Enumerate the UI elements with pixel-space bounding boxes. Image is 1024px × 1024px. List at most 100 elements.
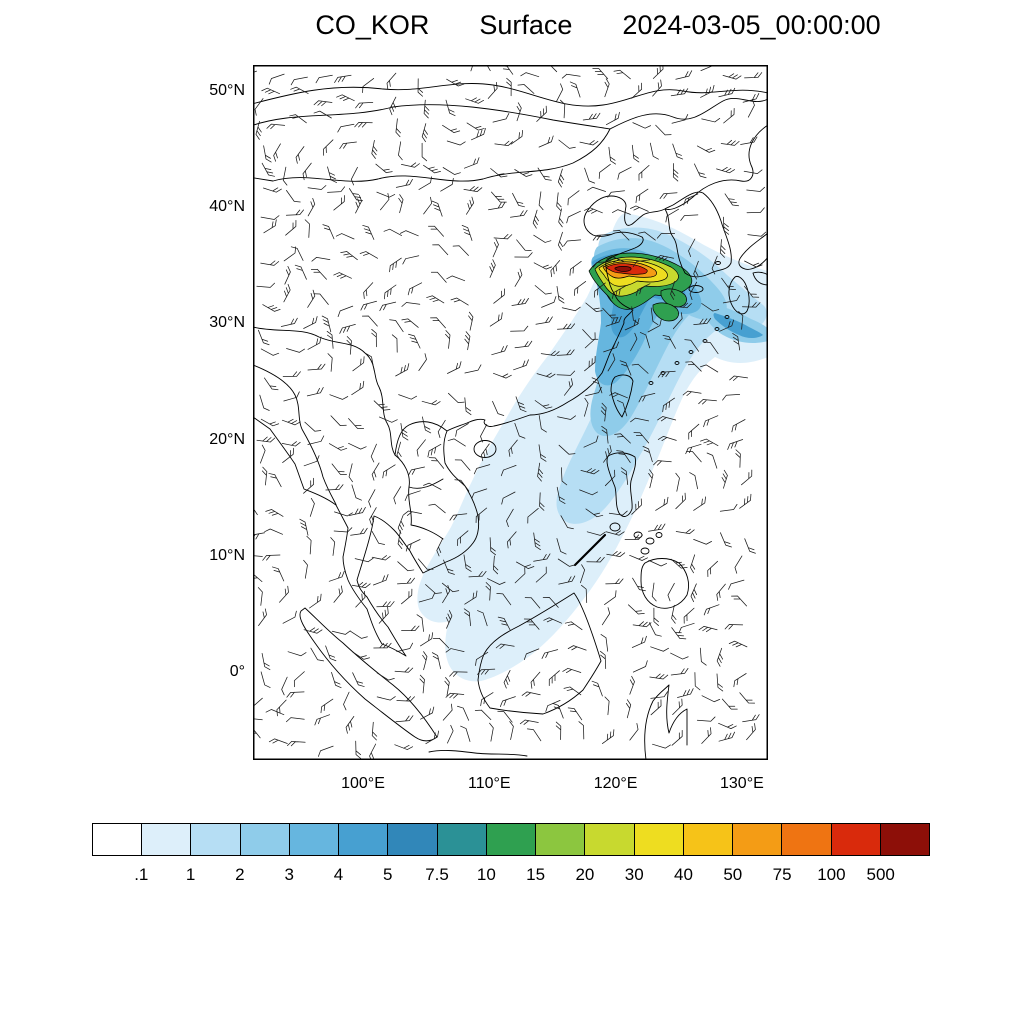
wind-barb	[477, 668, 496, 675]
wind-barb	[310, 647, 324, 662]
wind-barb	[566, 210, 581, 224]
wind-barb	[423, 99, 430, 119]
wind-barb	[282, 371, 301, 377]
wind-barb	[258, 329, 270, 346]
coastline-borneo	[477, 592, 602, 715]
wind-barb	[675, 492, 686, 510]
wind-barb	[535, 566, 547, 583]
wind-barb	[703, 604, 720, 616]
wind-barb	[401, 588, 413, 605]
wind-barb	[673, 302, 692, 309]
wind-barb	[662, 397, 675, 413]
wind-barb	[468, 311, 474, 331]
wind-barb	[473, 464, 491, 475]
wind-barb	[558, 208, 564, 228]
wind-barb	[371, 721, 378, 741]
wind-barb	[592, 261, 611, 268]
coastline-taiwan	[610, 374, 634, 418]
wind-barb	[348, 442, 367, 450]
wind-barb	[690, 583, 698, 603]
colorbar-tick-label: 500	[866, 865, 895, 884]
wind-barb	[721, 277, 736, 291]
wind-barb	[524, 597, 541, 609]
wind-barb	[573, 281, 587, 296]
wind-barb	[558, 575, 576, 585]
wind-barb	[561, 467, 568, 486]
wind-barb	[516, 239, 532, 251]
wind-barb	[523, 648, 540, 660]
wind-barb	[606, 551, 626, 557]
wind-barb	[447, 724, 454, 744]
wind-barb	[535, 316, 553, 325]
wind-barb	[538, 191, 544, 211]
wind-barb	[457, 530, 469, 546]
wind-barb	[584, 207, 603, 214]
wind-barb	[491, 345, 508, 356]
wind-barb	[423, 196, 433, 215]
wind-barb	[382, 464, 396, 479]
wind-barb	[492, 400, 505, 416]
island-ryukyu-6	[714, 327, 720, 331]
wind-barb	[567, 707, 583, 721]
wind-barb	[556, 83, 564, 102]
wind-barb	[378, 606, 389, 624]
wind-barb	[371, 328, 377, 348]
border-mongolia	[253, 104, 611, 182]
wind-barb	[395, 363, 410, 377]
wind-barb	[724, 624, 744, 630]
wind-barb	[371, 531, 385, 545]
wind-barb	[659, 192, 678, 200]
wind-barb	[506, 508, 514, 527]
wind-barb	[584, 167, 596, 184]
wind-barb	[333, 585, 343, 603]
wind-barb	[734, 555, 743, 574]
wind-barb	[652, 79, 662, 97]
wind-barb	[686, 451, 702, 463]
title-level: Surface	[479, 10, 573, 40]
wind-barb	[325, 484, 344, 491]
wind-barb	[586, 531, 606, 536]
wind-barb	[376, 601, 395, 608]
wind-barb	[460, 725, 471, 742]
wind-barb	[689, 281, 698, 300]
wind-barb	[389, 96, 397, 116]
wind-barb	[555, 721, 562, 740]
colorbar-tick-label: 40	[674, 865, 693, 884]
wind-barb	[563, 239, 582, 247]
wind-barb	[728, 640, 748, 648]
wind-barb	[579, 489, 598, 496]
wind-barb	[744, 285, 760, 298]
wind-barb	[466, 122, 485, 131]
wind-barb	[423, 482, 442, 490]
wind-barb	[690, 554, 696, 574]
wind-barb	[746, 723, 756, 741]
plume-contour-500	[614, 265, 632, 272]
wind-barb	[701, 695, 721, 703]
colorbar-cell	[535, 823, 586, 856]
island-ryukyu-7	[724, 315, 730, 319]
wind-barb	[617, 400, 628, 417]
wind-barb	[337, 305, 354, 317]
wind-barb	[416, 614, 424, 632]
wind-barb	[418, 176, 432, 190]
colorbar-cell	[879, 823, 930, 856]
colorbar-tick-label: 7.5	[425, 865, 449, 884]
wind-barb	[397, 530, 403, 550]
wind-barb	[423, 164, 441, 174]
wind-barb	[496, 593, 512, 606]
wind-barb	[506, 531, 517, 549]
wind-barb	[723, 216, 730, 235]
wind-barb	[514, 567, 526, 584]
wind-barb	[466, 196, 475, 215]
wind-barb	[667, 582, 675, 602]
wind-barb	[558, 139, 576, 149]
wind-barb	[263, 187, 282, 193]
wind-barb	[485, 582, 491, 601]
colorbar-cell	[288, 823, 340, 856]
wind-barb	[302, 162, 312, 181]
wind-barb	[262, 554, 281, 561]
colorbar-cell	[436, 823, 487, 856]
wind-barb	[268, 473, 282, 488]
colorbar-cell	[682, 823, 734, 856]
wind-barb	[264, 377, 279, 391]
